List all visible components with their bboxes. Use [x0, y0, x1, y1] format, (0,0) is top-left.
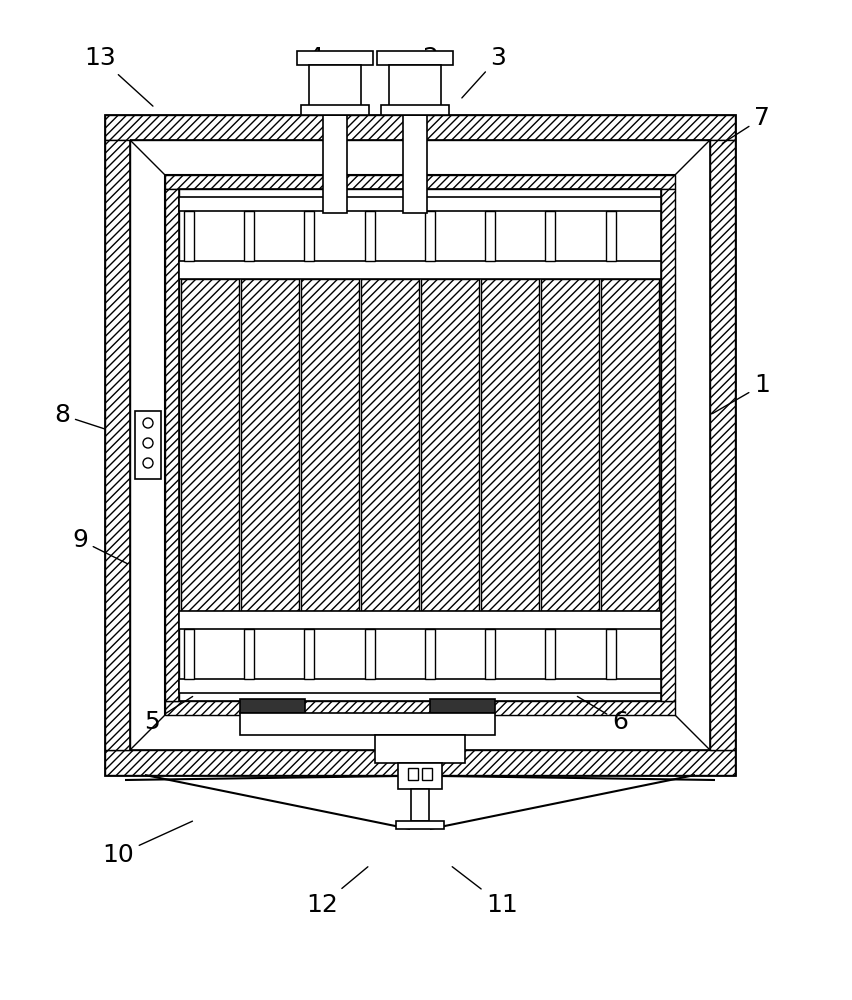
Bar	[395, 821, 444, 829]
Bar	[179, 611, 660, 629]
Bar	[301, 279, 359, 611]
Bar	[296, 51, 372, 65]
Text: 4: 4	[308, 46, 348, 106]
Text: 7: 7	[722, 106, 769, 143]
Bar	[184, 629, 193, 679]
Bar	[179, 679, 660, 693]
Bar	[308, 65, 360, 115]
Text: 12: 12	[306, 867, 367, 917]
Bar	[135, 411, 161, 479]
Bar	[244, 211, 254, 261]
Bar	[398, 763, 441, 789]
Bar	[407, 768, 417, 780]
Text: 13: 13	[84, 46, 153, 106]
Text: 8: 8	[54, 403, 106, 429]
Bar	[105, 750, 734, 775]
Text: 3: 3	[461, 46, 505, 98]
Bar	[364, 629, 374, 679]
Bar	[360, 279, 418, 611]
Bar	[544, 211, 555, 261]
Bar	[402, 115, 427, 213]
Circle shape	[143, 458, 153, 468]
Text: 9: 9	[72, 528, 127, 564]
Bar	[377, 51, 452, 65]
Bar	[364, 211, 374, 261]
Text: 6: 6	[577, 696, 627, 734]
Bar	[605, 211, 615, 261]
Bar	[105, 115, 734, 775]
Bar	[422, 768, 431, 780]
Text: 1: 1	[711, 373, 769, 414]
Bar	[375, 735, 464, 763]
Bar	[304, 211, 314, 261]
Bar	[429, 699, 494, 713]
Bar	[481, 279, 538, 611]
Text: 11: 11	[452, 867, 517, 917]
Bar	[164, 189, 179, 701]
Bar	[544, 629, 555, 679]
Bar	[485, 211, 494, 261]
Bar	[240, 279, 299, 611]
Bar	[601, 279, 659, 611]
Bar	[420, 279, 479, 611]
Bar	[389, 65, 440, 115]
Bar	[184, 211, 193, 261]
Bar	[381, 105, 448, 115]
Bar	[179, 261, 660, 279]
Text: 5: 5	[144, 696, 193, 734]
Bar	[540, 279, 598, 611]
Bar	[424, 211, 435, 261]
Bar	[424, 629, 435, 679]
Bar	[164, 701, 674, 715]
Bar	[179, 197, 660, 211]
Bar	[605, 629, 615, 679]
Bar	[304, 629, 314, 679]
Bar	[164, 175, 674, 189]
Bar	[239, 713, 494, 735]
Text: 2: 2	[391, 46, 437, 98]
Bar	[105, 115, 734, 140]
Circle shape	[143, 438, 153, 448]
Bar	[181, 279, 239, 611]
Bar	[411, 789, 429, 821]
Bar	[709, 140, 734, 750]
Bar	[105, 140, 130, 750]
Text: 10: 10	[102, 821, 193, 867]
Bar	[323, 115, 347, 213]
Bar	[485, 629, 494, 679]
Bar	[301, 105, 369, 115]
Bar	[239, 699, 305, 713]
Bar	[660, 189, 674, 701]
Circle shape	[143, 418, 153, 428]
Bar	[164, 175, 674, 715]
Bar	[244, 629, 254, 679]
